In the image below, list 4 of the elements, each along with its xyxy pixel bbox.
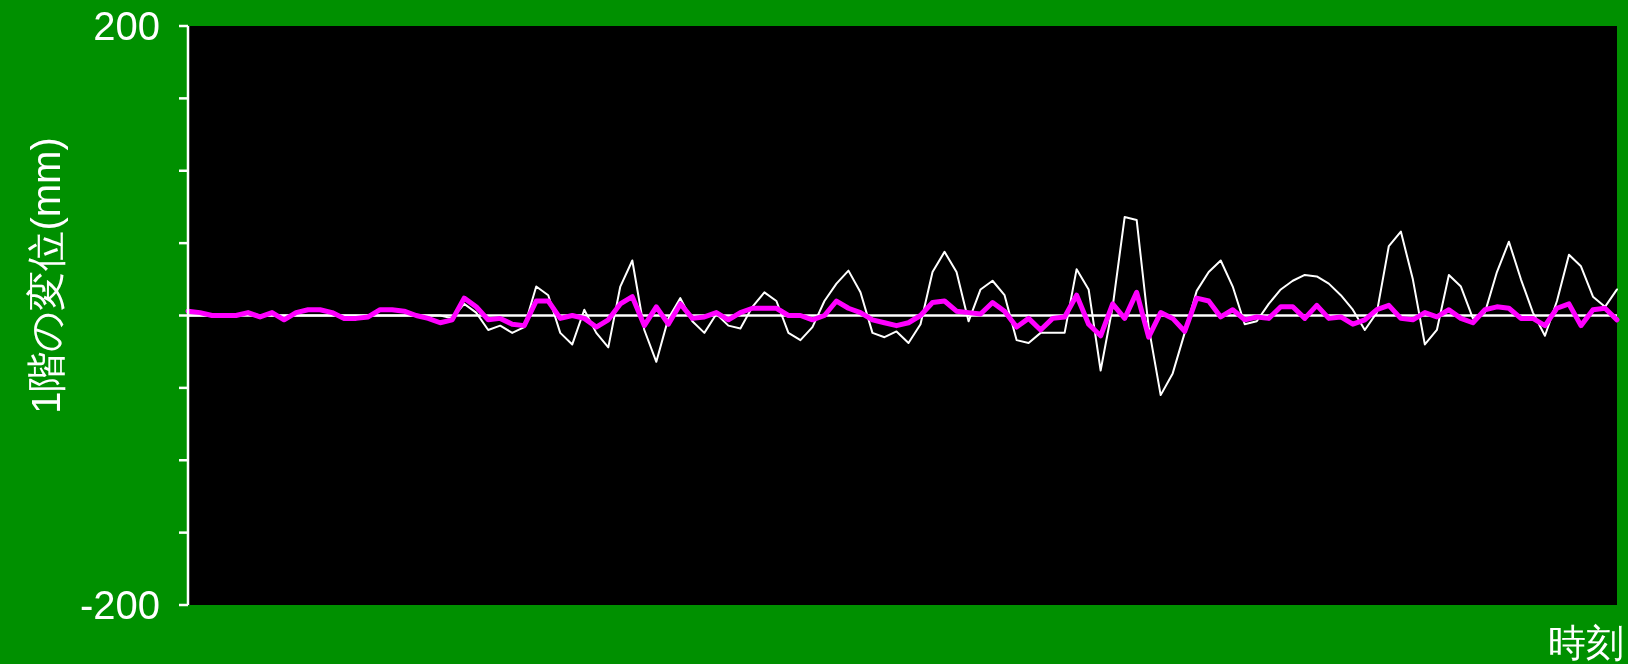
- y-tick-label: -200: [79, 583, 160, 627]
- x-axis-title: 時刻: [1548, 622, 1624, 664]
- y-axis-title: 1階の変位(mm): [24, 137, 68, 414]
- y-tick-label: 200: [93, 4, 160, 48]
